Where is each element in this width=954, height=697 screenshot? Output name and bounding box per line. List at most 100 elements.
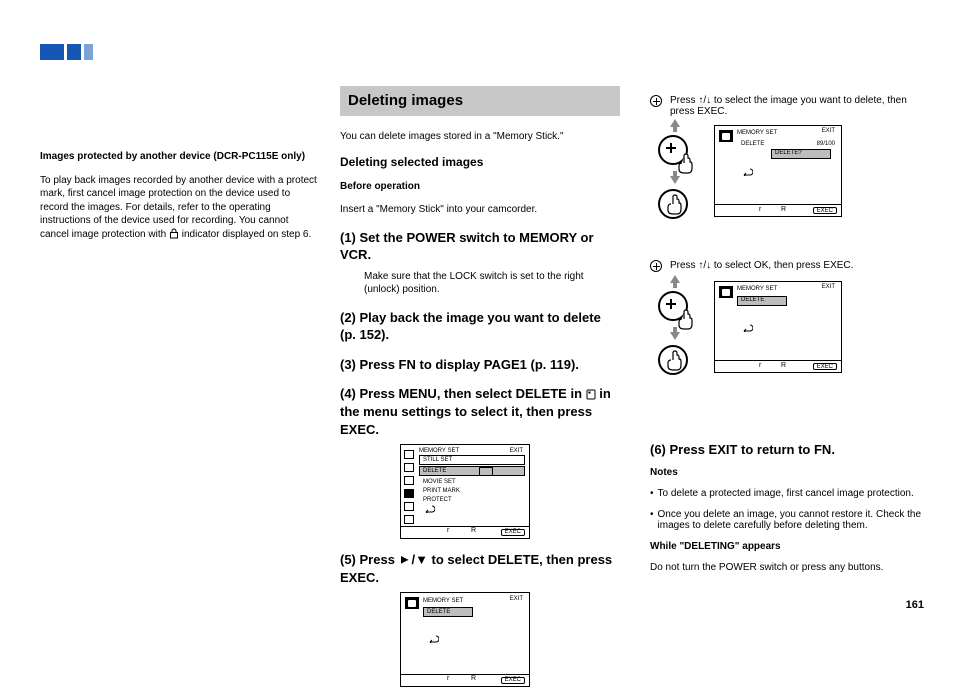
return-icon xyxy=(423,505,435,513)
menu-category-icons xyxy=(404,450,416,524)
step-5-head: (5) Press ▲/▼ to select DELETE, then pre… xyxy=(340,551,620,586)
arrow-up-icon xyxy=(670,119,680,127)
scr-row-text: DELETE xyxy=(741,141,764,147)
substep-num xyxy=(650,95,664,108)
left-heading: Images protected by another device (DCR-… xyxy=(40,150,320,164)
left-para-b: indicator displayed on step 6. xyxy=(182,229,312,240)
left-column: Images protected by another device (DCR-… xyxy=(40,80,320,251)
right-block-3: (6) Press EXIT to return to FN. Notes •T… xyxy=(650,430,930,583)
scr-row-text: DELETE xyxy=(427,608,450,616)
nav-dot: R xyxy=(781,206,786,213)
arrow-up-icon xyxy=(670,275,680,283)
step1a: Set the POWER switch to MEMORY or VCR. xyxy=(340,230,594,263)
page-number: 161 xyxy=(906,599,924,611)
arrow-stem xyxy=(673,127,677,132)
step-4-head: (4) Press MENU, then select DELETE in in… xyxy=(340,385,620,438)
section-title: Deleting images xyxy=(340,86,620,116)
scr-title: MEMORY SET xyxy=(423,597,463,605)
hand-icon xyxy=(665,350,685,372)
mid-sub1: Deleting selected images xyxy=(340,154,620,170)
memory-stick-icon xyxy=(586,387,596,398)
step-3-head: (3) Press FN to display PAGE1 (p. 119). xyxy=(340,356,620,374)
scr-navline xyxy=(715,204,841,205)
nav-dot: r xyxy=(759,206,761,213)
scr-exec: EXEC xyxy=(817,364,833,370)
before-text: Insert a "Memory Stick" into your camcor… xyxy=(340,203,620,217)
scr-row-text xyxy=(423,505,435,516)
scr-row-text: PRINT MARK xyxy=(423,487,460,495)
scr-row-text: PROTECT xyxy=(423,496,452,504)
scr-row-text: DELETE xyxy=(423,467,446,475)
scr-row-text: STILL SET xyxy=(423,456,452,464)
return-icon xyxy=(427,635,439,643)
arrow-stem xyxy=(673,283,677,288)
step1b: Make sure that the LOCK switch is set to… xyxy=(340,270,620,297)
note-text: Once you delete an image, you cannot res… xyxy=(658,509,930,531)
substep-text: Press ↑/↓ to select the image you want t… xyxy=(670,95,930,117)
hand-icon xyxy=(665,194,685,216)
note-item: •Once you delete an image, you cannot re… xyxy=(650,509,930,531)
scr-exec: EXEC xyxy=(817,208,833,214)
while-text: Do not turn the POWER switch or press an… xyxy=(650,562,930,573)
middle-column: Deleting images You can delete images st… xyxy=(340,86,620,697)
substep-num xyxy=(650,260,664,273)
arrow-down-icon xyxy=(670,176,680,184)
notes-title: Notes xyxy=(650,467,930,478)
logo-bar xyxy=(40,44,64,60)
nav-dot: R xyxy=(471,526,476,535)
control-button-press xyxy=(656,133,694,171)
scr-return xyxy=(741,324,753,334)
lcd-screen-delete-confirm: MEMORY SET DELETE DELETE? 89/100 EXIT r … xyxy=(714,125,842,217)
scr-row-text: DELETE xyxy=(741,297,764,303)
nav-dot: r xyxy=(447,526,449,535)
menu-icon xyxy=(404,450,414,459)
substep-text: Press ↑/↓ to select OK, then press EXEC. xyxy=(670,260,853,271)
scr-title: MEMORY SET xyxy=(419,447,459,455)
scr-exec: EXEC xyxy=(505,528,521,536)
scr-row-text: DELETE? xyxy=(775,150,802,156)
menu-icon-selected xyxy=(404,489,414,498)
step5-text: Press ▲/▼ to select DELETE, then press E… xyxy=(340,552,612,585)
plus-circle-icon xyxy=(650,95,662,107)
note-text: To delete a protected image, first cance… xyxy=(658,488,914,499)
scr-exit: EXIT xyxy=(510,447,523,455)
before-title: Before operation xyxy=(340,180,620,194)
lock-icon xyxy=(169,228,179,239)
control-button-press xyxy=(656,187,694,225)
menu-icon xyxy=(404,515,414,524)
while-title: While "DELETING" appears xyxy=(650,541,930,552)
nav-dot: R xyxy=(781,362,786,369)
step-6-head: (6) Press EXIT to return to FN. xyxy=(650,442,930,457)
step3a: Press FN to display PAGE1 (p. 119). xyxy=(360,357,579,372)
control-button-press xyxy=(656,343,694,381)
lcd-screen-delete-ok: MEMORY SET DELETE EXIT r R EXEC xyxy=(714,281,842,373)
logo-bar xyxy=(84,44,93,60)
lcd-screen-delete: MEMORY SET DELETE EXIT r R EXEC xyxy=(400,592,530,687)
scr-return xyxy=(427,635,439,646)
mid-lead: You can delete images stored in a "Memor… xyxy=(340,130,620,144)
right-block-2: Press ↑/↓ to select OK, then press EXEC. xyxy=(650,260,930,381)
lcd-screen-menu: MEMORY SET STILL SET DELETE MOVIE SET PR… xyxy=(400,444,530,539)
scr-title: MEMORY SET xyxy=(737,286,777,292)
menu-icon xyxy=(404,502,414,511)
step-2-head: (2) Play back the image you want to dele… xyxy=(340,309,620,344)
plus-circle-icon xyxy=(650,260,662,272)
nav-dot: r xyxy=(447,674,449,683)
return-icon xyxy=(741,168,753,176)
scr-navline xyxy=(715,360,841,361)
scr-navline xyxy=(401,526,529,527)
menu-icon xyxy=(404,463,414,472)
menu-icon xyxy=(404,476,414,485)
scr-exec: EXEC xyxy=(505,676,521,684)
memory-tab-icon xyxy=(719,286,733,298)
badge: 89/100 xyxy=(817,141,835,147)
arrow-down-icon xyxy=(670,332,680,340)
nav-dot: r xyxy=(759,362,761,369)
control-button-press xyxy=(656,289,694,327)
note-item: •To delete a protected image, first canc… xyxy=(650,488,930,499)
scr-return xyxy=(741,168,753,178)
scr-navline xyxy=(401,674,529,675)
step-1-head: (1) Set the POWER switch to MEMORY or VC… xyxy=(340,229,620,264)
left-para: To play back images recorded by another … xyxy=(40,174,320,242)
press-illustration xyxy=(650,125,700,225)
